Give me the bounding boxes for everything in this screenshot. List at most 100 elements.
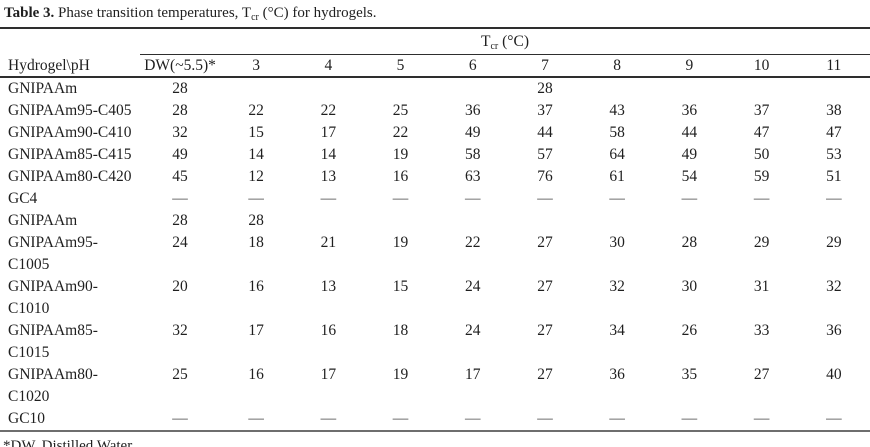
cell: 32: [826, 278, 842, 295]
cell: 49: [172, 146, 188, 163]
table-row: GNIPAAm80-C420 45 12 13 16 63 76 61 54 59 51: [0, 166, 870, 188]
row-label: GNIPAAm: [8, 80, 78, 97]
cell: 38: [826, 102, 842, 119]
cell: 19: [392, 234, 409, 251]
row-label: GC4: [8, 190, 38, 207]
cell: —: [537, 410, 553, 427]
cell: —: [392, 190, 409, 207]
column-header-ph11: 11: [797, 54, 870, 78]
cell: 36: [609, 366, 625, 383]
cell: 49: [681, 146, 698, 163]
table-caption: Table 3. Phase transition temperatures, …: [0, 0, 870, 27]
row-label: GNIPAAm95- C1005: [8, 234, 98, 273]
cell: 45: [172, 168, 188, 185]
table-row: GNIPAAm90-C410 32 15 17 22 49 44 58 44 47 47: [0, 122, 870, 144]
cell: 18: [392, 322, 409, 339]
cell: 44: [681, 124, 698, 141]
cell: [798, 210, 870, 232]
cell: 36: [681, 102, 698, 119]
cell: [364, 77, 436, 100]
cell: —: [753, 190, 770, 207]
cell: 20: [172, 278, 188, 295]
cell: 18: [248, 234, 264, 251]
cell: —: [609, 410, 625, 427]
cell: —: [826, 410, 842, 427]
cell: [798, 77, 870, 100]
cell: 58: [465, 146, 481, 163]
cell: 27: [537, 278, 553, 295]
cell: 47: [753, 124, 770, 141]
cell: 51: [826, 168, 842, 185]
caption-number: Table 3.: [4, 5, 55, 21]
caption-subscript: cr: [251, 12, 259, 23]
cell: —: [537, 190, 553, 207]
cell: 22: [392, 124, 409, 141]
table-row: GNIPAAm85-C415 49 14 14 19 58 57 64 49 50 53: [0, 144, 870, 166]
row-label: GNIPAAm80- C1020: [8, 366, 98, 405]
cell: 76: [537, 168, 553, 185]
cell: 22: [248, 102, 264, 119]
row-label: GNIPAAm90-C410: [8, 124, 132, 141]
span-header-row: Tcr (°C): [0, 28, 870, 55]
cell: 43: [609, 102, 625, 119]
cell: —: [172, 190, 188, 207]
cell: 29: [753, 234, 770, 251]
cell: 14: [248, 146, 264, 163]
table-row: GNIPAAm95- C1005 24 18 21 19 22 27 30 28 29 29: [0, 232, 870, 276]
table-row: GNIPAAm80- C1020 25 16 17 19 17 27 36 35 27 40: [0, 364, 870, 408]
cell: 17: [320, 124, 337, 141]
cell: 36: [465, 102, 481, 119]
cell: —: [248, 190, 264, 207]
cell: 50: [753, 146, 770, 163]
cell: 44: [537, 124, 553, 141]
span-header-spacer: [0, 28, 140, 55]
tcr-unit: (°C): [498, 33, 530, 50]
cell: [725, 210, 797, 232]
cell: 27: [753, 366, 770, 383]
cell: 16: [248, 278, 264, 295]
cell: 53: [826, 146, 842, 163]
row-label: GNIPAAm85-C415: [8, 146, 132, 163]
cell: 17: [320, 366, 337, 383]
cell: 12: [248, 168, 264, 185]
table-row: GC4 — — — — — — — — — —: [0, 188, 870, 210]
cell: 32: [172, 322, 188, 339]
cell: 35: [681, 366, 698, 383]
cell: 16: [248, 366, 264, 383]
table-row: GNIPAAm85- C1015 32 17 16 18 24 27 34 26 33 36: [0, 320, 870, 364]
column-header-ph10: 10: [725, 54, 798, 78]
cell: 28: [537, 80, 553, 97]
cell: 22: [465, 234, 481, 251]
cell: [581, 77, 653, 100]
cell: —: [465, 190, 481, 207]
phase-transition-table: Tcr (°C) Hydrogel\pH DW(~5.5)* 3 4 5 6 7…: [0, 27, 870, 432]
column-header-hydrogel-ph: Hydrogel\pH: [0, 54, 141, 78]
column-header-ph4: 4: [292, 54, 365, 78]
cell: 29: [826, 234, 842, 251]
footnote: *DW, Distilled Water.: [3, 438, 136, 447]
cell: 24: [172, 234, 188, 251]
cell: 21: [320, 234, 337, 251]
row-label: GNIPAAm: [8, 212, 78, 229]
cell: [581, 210, 653, 232]
cell: 28: [172, 102, 188, 119]
column-header-ph5: 5: [364, 54, 437, 78]
cell: 16: [320, 322, 337, 339]
cell: 27: [537, 366, 553, 383]
cell: 40: [826, 366, 842, 383]
cell: [653, 77, 725, 100]
cell: 14: [320, 146, 337, 163]
cell: 47: [826, 124, 842, 141]
cell: [509, 210, 581, 232]
cell: —: [465, 410, 481, 427]
caption-text-post: (°C) for hydrogels.: [258, 5, 377, 21]
cell: —: [392, 410, 409, 427]
column-header-ph9: 9: [653, 54, 726, 78]
table-row: GC10 — — — — — — — — — —: [0, 408, 870, 431]
column-header-ph6: 6: [436, 54, 509, 78]
cell: —: [753, 410, 770, 427]
cell: 59: [753, 168, 770, 185]
cell: 28: [172, 212, 188, 229]
cell: [292, 77, 364, 100]
